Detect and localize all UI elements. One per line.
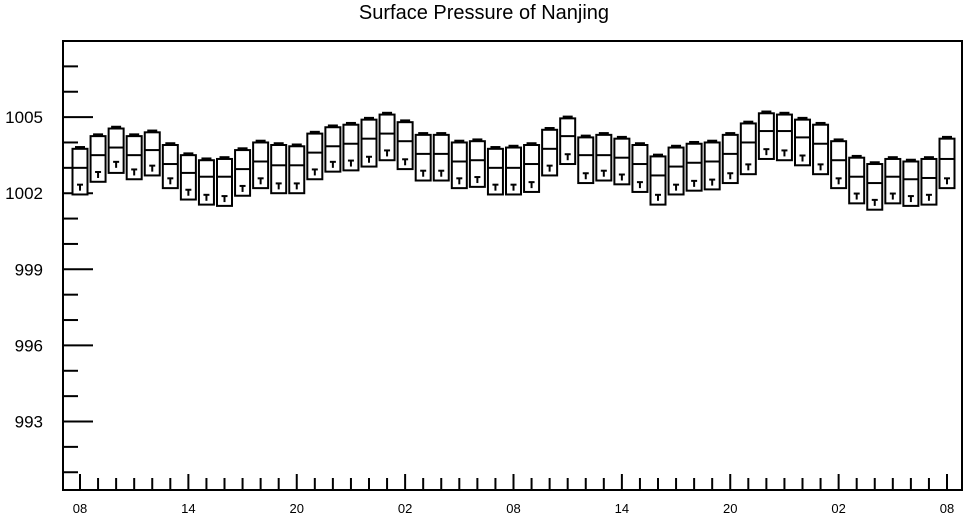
candle: [667, 144, 685, 196]
candles: [71, 110, 956, 211]
candle: [306, 130, 324, 181]
candle: [71, 146, 89, 196]
candle: [577, 134, 595, 185]
candle: [812, 121, 830, 176]
candle: [270, 142, 288, 195]
candle: [216, 156, 233, 207]
x-tick-label: 08: [940, 501, 954, 516]
candle: [486, 146, 504, 196]
candle: [595, 132, 613, 182]
candle: [902, 158, 920, 207]
candle: [396, 119, 414, 171]
y-tick-label: 993: [15, 413, 43, 432]
candle: [775, 111, 793, 162]
x-tick-label: 20: [290, 501, 304, 516]
y-tick-label: 1002: [5, 184, 43, 203]
candle: [649, 153, 667, 206]
x-tick-label: 14: [615, 501, 629, 516]
candle: [721, 132, 739, 185]
candle: [107, 125, 125, 174]
x-tick-label: 02: [398, 501, 412, 516]
candle: [161, 142, 179, 190]
candle: [866, 161, 884, 211]
candle: [450, 139, 468, 190]
candle: [920, 156, 938, 206]
y-tick-label: 1005: [5, 108, 43, 127]
candle: [234, 147, 252, 197]
candle: [125, 133, 143, 181]
candle: [523, 142, 541, 193]
candle: [794, 116, 811, 167]
candle: [848, 154, 866, 205]
candle: [197, 157, 215, 206]
candle: [252, 139, 270, 190]
candle: [342, 121, 360, 172]
candle: [143, 129, 161, 177]
candle: [179, 152, 197, 201]
x-tick-label: 02: [831, 501, 845, 516]
candle: [414, 132, 432, 182]
candle: [505, 144, 522, 196]
candle: [324, 124, 342, 173]
candle: [757, 110, 775, 160]
x-tick-label: 20: [723, 501, 737, 516]
candle: [631, 142, 649, 193]
chart-title: Surface Pressure of Nanjing: [358, 2, 610, 24]
candle: [938, 135, 956, 190]
y-tick-label: 999: [15, 260, 43, 279]
plot-frame: [62, 40, 963, 491]
x-tick-label: 14: [181, 501, 195, 516]
candle: [830, 138, 848, 190]
candle: [884, 156, 902, 205]
candle: [288, 143, 306, 195]
candle: [89, 133, 107, 183]
candle: [613, 135, 631, 186]
candle: [703, 139, 721, 191]
candle: [378, 111, 396, 162]
x-tick-label: 08: [73, 501, 87, 516]
x-tick-label: 08: [506, 501, 520, 516]
candle: [541, 127, 559, 177]
candle: [685, 140, 703, 192]
candle: [432, 132, 450, 182]
y-tick-label: 996: [15, 336, 43, 355]
x-axis: 08 14 20 02 08 14 20 02 08: [73, 474, 954, 516]
candle: [739, 120, 757, 176]
candle: [360, 116, 378, 168]
candle: [559, 115, 577, 166]
candle: [468, 138, 486, 188]
